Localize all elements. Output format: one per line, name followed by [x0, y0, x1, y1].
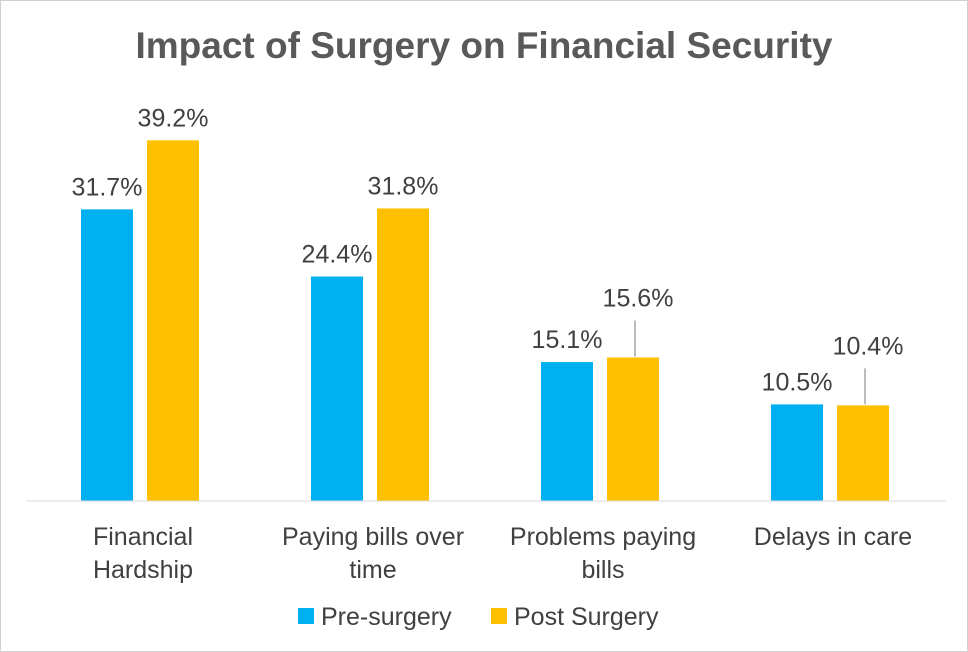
category-label: Delays in care: [754, 523, 912, 551]
category-labels-group: Financial Hardship Paying bills over time Pr…: [93, 523, 912, 584]
data-label: 10.5%: [762, 368, 833, 396]
data-label: 15.6%: [603, 284, 674, 312]
legend-label-pre-surgery: Pre-surgery: [321, 603, 452, 631]
chart-title: Impact of Surgery on Financial Security: [135, 25, 832, 66]
category-label: Problems paying: [510, 523, 696, 551]
bar-pre-surgery: [311, 276, 363, 501]
bars-group: [81, 140, 889, 502]
bar-post-surgery: [377, 208, 429, 501]
bar-pre-surgery: [81, 209, 133, 502]
data-label: 24.4%: [302, 241, 373, 269]
bar-pre-surgery: [541, 362, 593, 501]
category-label: Paying bills over: [282, 523, 464, 551]
bar-post-surgery: [147, 140, 199, 502]
data-label: 31.7%: [72, 173, 143, 201]
category-label: Financial: [93, 523, 193, 551]
data-label: 10.4%: [833, 332, 904, 360]
legend: Pre-surgery Post Surgery: [298, 603, 659, 631]
data-label: 39.2%: [138, 104, 209, 132]
bar-post-surgery: [837, 405, 889, 501]
bar-post-surgery: [607, 357, 659, 501]
legend-swatch-pre-surgery: [298, 608, 314, 624]
category-label: time: [349, 556, 396, 584]
data-label: 31.8%: [368, 172, 439, 200]
legend-label-post-surgery: Post Surgery: [514, 603, 659, 631]
category-label: Hardship: [93, 556, 193, 584]
category-label: bills: [581, 556, 624, 584]
legend-swatch-post-surgery: [491, 608, 507, 624]
data-labels-group: 31.7% 39.2% 24.4% 31.8% 15.1%15.6% 10.5%10.4%: [72, 104, 904, 405]
bar-pre-surgery: [771, 404, 823, 501]
data-label: 15.1%: [532, 326, 603, 354]
